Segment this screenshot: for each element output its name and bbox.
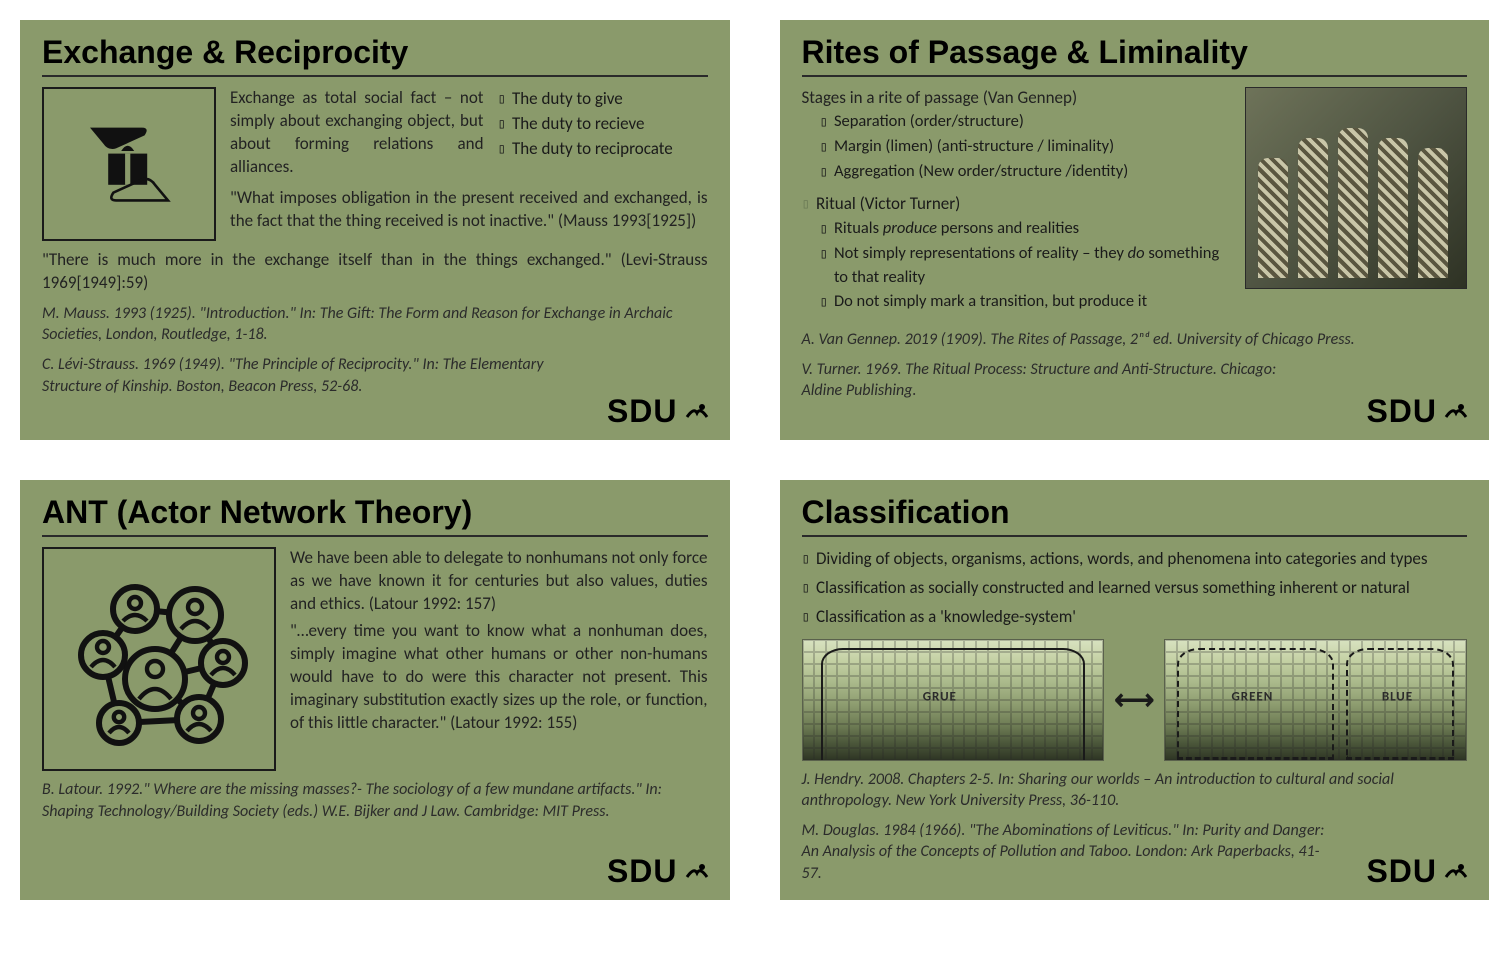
grue-panel: GRUE [802, 639, 1105, 761]
network-icon [42, 547, 276, 771]
body-text: "…every time you want to know what a non… [290, 620, 708, 735]
ritual-photo [1245, 87, 1467, 289]
slide-ant: ANT (Actor Network Theory) [20, 480, 730, 900]
duty-item: ▯The duty to reciprocate [498, 137, 708, 162]
slide-rites: Rites of Passage & Liminality Stages in … [780, 20, 1490, 440]
green-blue-panel: GREEN BLUE [1164, 639, 1467, 761]
arrow-icon: ⟷ [1108, 682, 1160, 717]
sdu-logo: SDU [607, 393, 712, 430]
quote-text: "What imposes obligation in the present … [230, 187, 708, 233]
slide-exchange: Exchange & Reciprocity Exchange as total… [20, 20, 730, 440]
list-item: ▯Aggregation (New order/structure /ident… [820, 160, 1232, 185]
sdu-logo: SDU [1366, 393, 1471, 430]
intro-text: Exchange as total social fact – not simp… [230, 87, 484, 179]
duty-item: ▯The duty to give [498, 87, 708, 112]
slide-classification: Classification ▯Dividing of objects, org… [780, 480, 1490, 900]
classification-diagram: GRUE ⟷ GREEN BLUE [802, 639, 1468, 761]
list-item: ▯Separation (order/structure) [820, 110, 1232, 135]
slide-title: Rites of Passage & Liminality [802, 34, 1468, 71]
slides-grid: Exchange & Reciprocity Exchange as total… [20, 20, 1489, 900]
list-item: ▯Dividing of objects, organisms, actions… [802, 547, 1468, 572]
quote-text: "There is much more in the exchange itse… [42, 249, 708, 295]
slide-title: Exchange & Reciprocity [42, 34, 708, 71]
reference: M. Mauss. 1993 (1925). "Introduction." I… [42, 303, 708, 346]
list-item: ▯Classification as socially constructed … [802, 576, 1468, 601]
duty-item: ▯The duty to recieve [498, 112, 708, 137]
sdu-logo: SDU [607, 853, 712, 890]
reference: C. Lévi-Strauss. 1969 (1949). "The Princ… [42, 354, 708, 397]
list-item: ▯Classification as a 'knowledge-system' [802, 605, 1468, 630]
list-item: ▯Rituals produce persons and realities [820, 217, 1232, 242]
reference: B. Latour. 1992." Where are the missing … [42, 779, 708, 822]
sdu-logo: SDU [1366, 853, 1471, 890]
slide-title: ANT (Actor Network Theory) [42, 494, 708, 531]
reference: A. Van Gennep. 2019 (1909). The Rites of… [802, 329, 1468, 351]
list-item: ▯Not simply representations of reality –… [820, 242, 1232, 290]
gift-icon [42, 87, 216, 241]
body-text: We have been able to delegate to nonhuma… [290, 547, 708, 616]
list-item: ▯Do not simply mark a transition, but pr… [820, 290, 1232, 315]
slide-title: Classification [802, 494, 1468, 531]
list-item: ▯Margin (limen) (anti-structure / limina… [820, 135, 1232, 160]
reference: J. Hendry. 2008. Chapters 2-5. In: Shari… [802, 769, 1468, 812]
section-heading: Stages in a rite of passage (Van Gennep) [802, 87, 1232, 110]
section-heading: ▯Ritual (Victor Turner) [802, 192, 1232, 217]
